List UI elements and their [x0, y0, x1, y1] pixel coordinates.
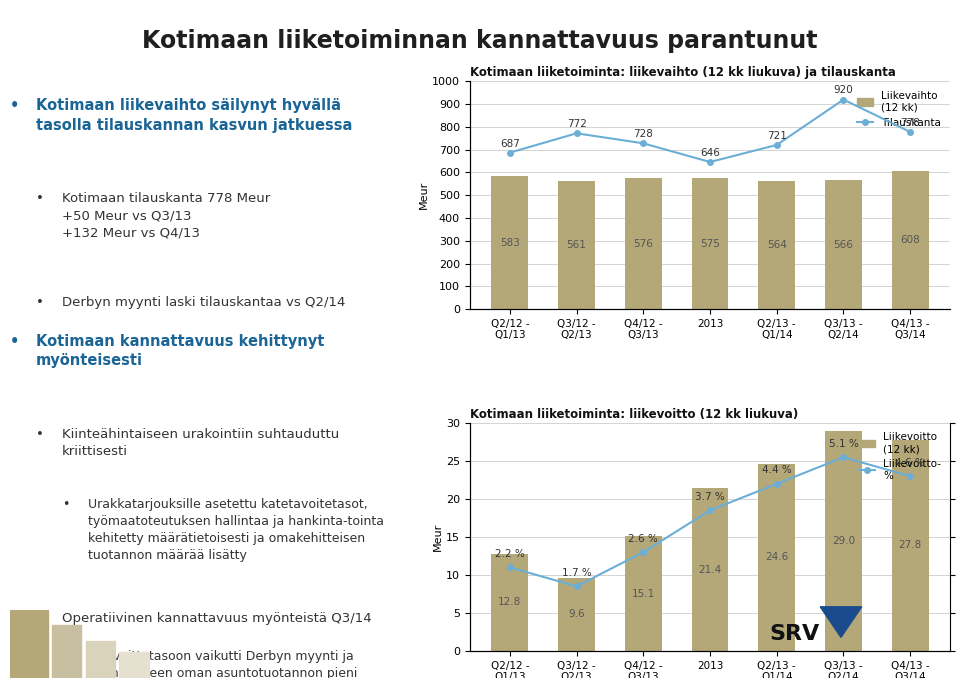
Text: 29.0: 29.0 — [832, 536, 855, 546]
Text: 15.1: 15.1 — [632, 589, 655, 599]
Bar — [892, 440, 928, 651]
Legend: Liikevoitto
(12 kk), Liikevoitto-
%: Liikevoitto (12 kk), Liikevoitto- % — [855, 428, 946, 485]
Bar — [52, 625, 82, 678]
Text: Urakkatarjouksille asetettu katetavoitetasot,
työmaatoteutuksen hallintaa ja han: Urakkatarjouksille asetettu katetavoitet… — [88, 498, 384, 562]
Text: 728: 728 — [634, 129, 653, 139]
Text: •: • — [62, 498, 69, 511]
Y-axis label: Meur: Meur — [420, 181, 429, 210]
Text: •: • — [36, 428, 44, 441]
Text: Kotimaan tilauskanta 778 Meur
+50 Meur vs Q3/13
+132 Meur vs Q4/13: Kotimaan tilauskanta 778 Meur +50 Meur v… — [62, 193, 271, 239]
Text: •: • — [36, 296, 44, 309]
Bar — [119, 652, 149, 678]
Bar — [10, 610, 48, 678]
Text: 576: 576 — [634, 239, 653, 249]
Text: 608: 608 — [900, 235, 920, 245]
Text: 8: 8 — [18, 632, 26, 645]
Text: 4.4 %: 4.4 % — [762, 466, 792, 475]
Bar — [825, 431, 862, 651]
Text: 2.2 %: 2.2 % — [495, 549, 525, 559]
Text: 583: 583 — [500, 238, 519, 247]
Bar — [825, 180, 862, 309]
Text: Kotimaan liiketoiminta: liikevoitto (12 kk liukuva): Kotimaan liiketoiminta: liikevoitto (12 … — [469, 407, 798, 420]
Text: 2.6 %: 2.6 % — [629, 534, 659, 544]
Bar — [691, 488, 729, 651]
Text: 24.6: 24.6 — [765, 553, 788, 563]
Y-axis label: Meur: Meur — [433, 523, 443, 551]
Text: 3.7 %: 3.7 % — [695, 492, 725, 502]
Text: Kotimaan liiketoiminnan kannattavuus parantunut: Kotimaan liiketoiminnan kannattavuus par… — [142, 28, 818, 53]
Text: 772: 772 — [566, 119, 587, 129]
Text: 566: 566 — [833, 240, 853, 250]
Text: 12.8: 12.8 — [498, 597, 521, 607]
Text: 575: 575 — [700, 239, 720, 249]
Legend: Liikevaihto
(12 kk), Tilauskanta: Liikevaihto (12 kk), Tilauskanta — [853, 87, 946, 132]
Bar — [492, 176, 528, 309]
Text: 4.6 %: 4.6 % — [896, 458, 925, 468]
Text: 778: 778 — [900, 118, 920, 128]
Text: 561: 561 — [566, 240, 587, 250]
Text: liikevoittotasoon vaikutti Derbyn myynti ja
valmistuneen oman asuntotuotannon pi: liikevoittotasoon vaikutti Derbyn myynti… — [88, 650, 358, 678]
Text: 1.7 %: 1.7 % — [562, 568, 591, 578]
Bar — [892, 171, 928, 309]
Text: 5.1 %: 5.1 % — [828, 439, 858, 449]
Bar — [625, 178, 661, 309]
Text: 21.4: 21.4 — [698, 565, 722, 575]
Text: 9.6: 9.6 — [568, 610, 585, 620]
Text: SRV: SRV — [770, 624, 820, 644]
Text: 27.8: 27.8 — [899, 540, 922, 551]
Bar — [758, 464, 795, 651]
Text: Operatiivinen kannattavuus myönteistä Q3/14: Operatiivinen kannattavuus myönteistä Q3… — [62, 612, 372, 625]
Bar — [625, 536, 661, 651]
Bar — [85, 641, 115, 678]
Text: Kiinteähintaiseen urakointiin suhtauduttu
kriittisesti: Kiinteähintaiseen urakointiin suhtaudutt… — [62, 428, 339, 458]
Bar — [558, 182, 595, 309]
Text: 564: 564 — [767, 240, 786, 250]
Text: 646: 646 — [700, 148, 720, 158]
Text: •: • — [10, 334, 19, 348]
Bar — [558, 578, 595, 651]
Text: Kotimaan liiketoiminta: liikevaihto (12 kk liukuva) ja tilauskanta: Kotimaan liiketoiminta: liikevaihto (12 … — [469, 66, 896, 79]
Text: •: • — [62, 650, 69, 662]
Text: 687: 687 — [500, 138, 519, 148]
Text: •: • — [36, 612, 44, 625]
Bar — [492, 554, 528, 651]
Bar — [758, 180, 795, 309]
Text: Derbyn myynti laski tilauskantaa vs Q2/14: Derbyn myynti laski tilauskantaa vs Q2/1… — [62, 296, 346, 309]
Polygon shape — [820, 607, 862, 637]
Text: •: • — [10, 98, 19, 113]
Text: Kotimaan kannattavuus kehittynyt
myönteisesti: Kotimaan kannattavuus kehittynyt myöntei… — [36, 334, 324, 368]
Text: 920: 920 — [833, 85, 853, 96]
Text: Kotimaan liikevaihto säilynyt hyvällä
tasolla tilauskannan kasvun jatkuessa: Kotimaan liikevaihto säilynyt hyvällä ta… — [36, 98, 352, 134]
Text: 721: 721 — [767, 131, 786, 141]
Text: •: • — [36, 193, 44, 205]
Bar — [691, 178, 729, 309]
